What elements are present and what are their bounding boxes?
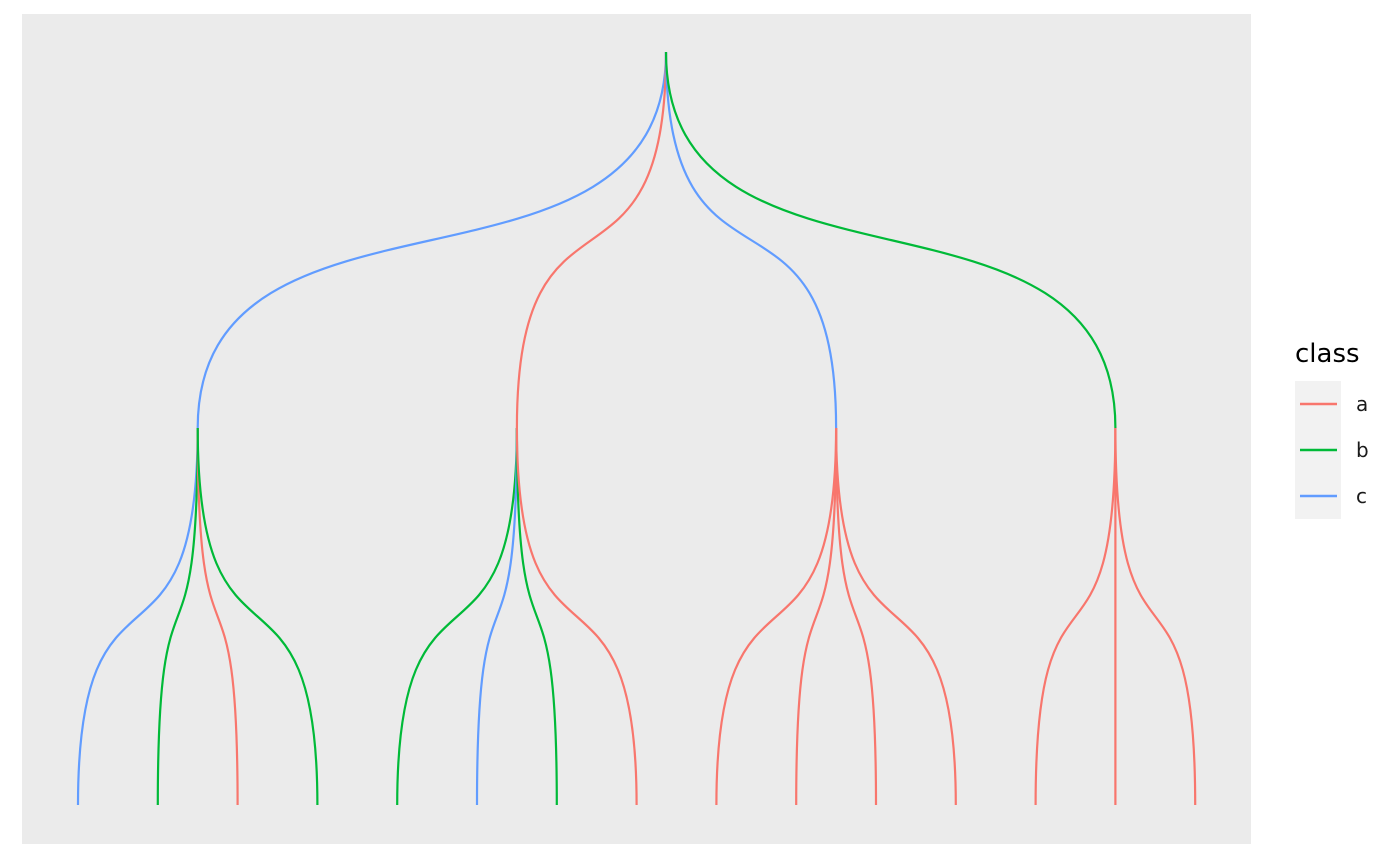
leaf-edge-g3-1 (715, 427, 838, 806)
legend-entry-c: c (1300, 484, 1367, 508)
leaf-edge-g2-3 (515, 427, 558, 806)
branch-edge-g1 (196, 51, 668, 429)
leaf-edge-g1-4 (196, 427, 319, 806)
leaf-edge-g3-4 (835, 427, 957, 806)
plot-panel-background (22, 14, 1251, 844)
legend-entry-a: a (1300, 392, 1368, 416)
leaf-edge-g4-3 (1114, 427, 1197, 806)
leaf-edge-g2-2 (475, 427, 518, 806)
leaf-edge-g2-1 (396, 427, 518, 806)
legend-title: class (1295, 339, 1360, 369)
legend-label-a: a (1356, 392, 1368, 416)
branch-edge-g3 (664, 51, 838, 429)
leaf-edge-g3-2 (795, 427, 838, 806)
leaf-edge-g1-3 (196, 427, 239, 806)
legend-label-b: b (1356, 438, 1369, 462)
legend-label-c: c (1356, 484, 1367, 508)
leaf-edge-g1-2 (156, 427, 199, 806)
leaf-edge-g3-3 (835, 427, 878, 806)
tree-edges (76, 51, 1197, 806)
legend: class a b c (1295, 339, 1369, 519)
leaf-edge-g1-1 (76, 427, 199, 806)
legend-entry-b: b (1300, 438, 1369, 462)
branch-edge-g4 (664, 51, 1117, 429)
branch-edge-g2 (515, 51, 668, 429)
leaf-edge-g4-1 (1034, 427, 1117, 806)
leaf-edge-g2-4 (515, 427, 638, 806)
